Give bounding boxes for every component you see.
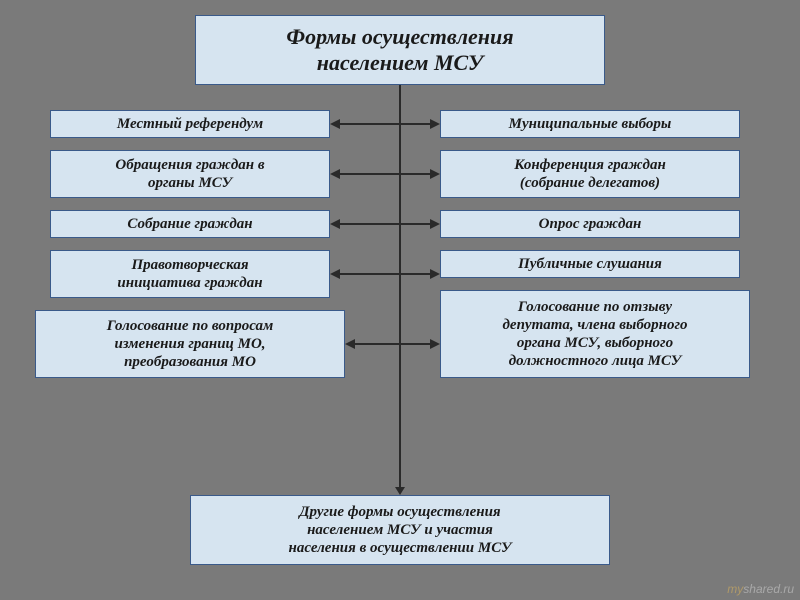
watermark: myshared.ru [727, 582, 794, 596]
right-box-3-label: Публичные слушания [518, 255, 662, 273]
right-box-1: Конференция граждан(собрание делегатов) [440, 150, 740, 198]
left-box-4-label: Голосование по вопросамизменения границ … [107, 317, 274, 371]
right-box-0-label: Муниципальные выборы [509, 115, 672, 133]
right-box-2-label: Опрос граждан [539, 215, 642, 233]
left-box-3: Правотворческаяинициатива граждан [50, 250, 330, 298]
title-box: Формы осуществлениянаселением МСУ [195, 15, 605, 85]
left-box-0-label: Местный референдум [117, 115, 263, 133]
left-box-2: Собрание граждан [50, 210, 330, 238]
right-box-3: Публичные слушания [440, 250, 740, 278]
watermark-rest: shared.ru [743, 582, 794, 596]
watermark-my: my [727, 582, 743, 596]
right-box-1-label: Конференция граждан(собрание делегатов) [514, 156, 666, 192]
left-box-0: Местный референдум [50, 110, 330, 138]
right-box-4-label: Голосование по отзывудепутата, члена выб… [502, 298, 687, 370]
left-box-4: Голосование по вопросамизменения границ … [35, 310, 345, 378]
right-box-2: Опрос граждан [440, 210, 740, 238]
left-box-1-label: Обращения граждан ворганы МСУ [115, 156, 264, 192]
right-box-0: Муниципальные выборы [440, 110, 740, 138]
bottom-box: Другие формы осуществлениянаселением МСУ… [190, 495, 610, 565]
left-box-2-label: Собрание граждан [127, 215, 252, 233]
title-text: Формы осуществлениянаселением МСУ [286, 24, 513, 77]
left-box-3-label: Правотворческаяинициатива граждан [117, 256, 262, 292]
left-box-1: Обращения граждан ворганы МСУ [50, 150, 330, 198]
right-box-4: Голосование по отзывудепутата, члена выб… [440, 290, 750, 378]
bottom-box-label: Другие формы осуществлениянаселением МСУ… [289, 503, 512, 557]
